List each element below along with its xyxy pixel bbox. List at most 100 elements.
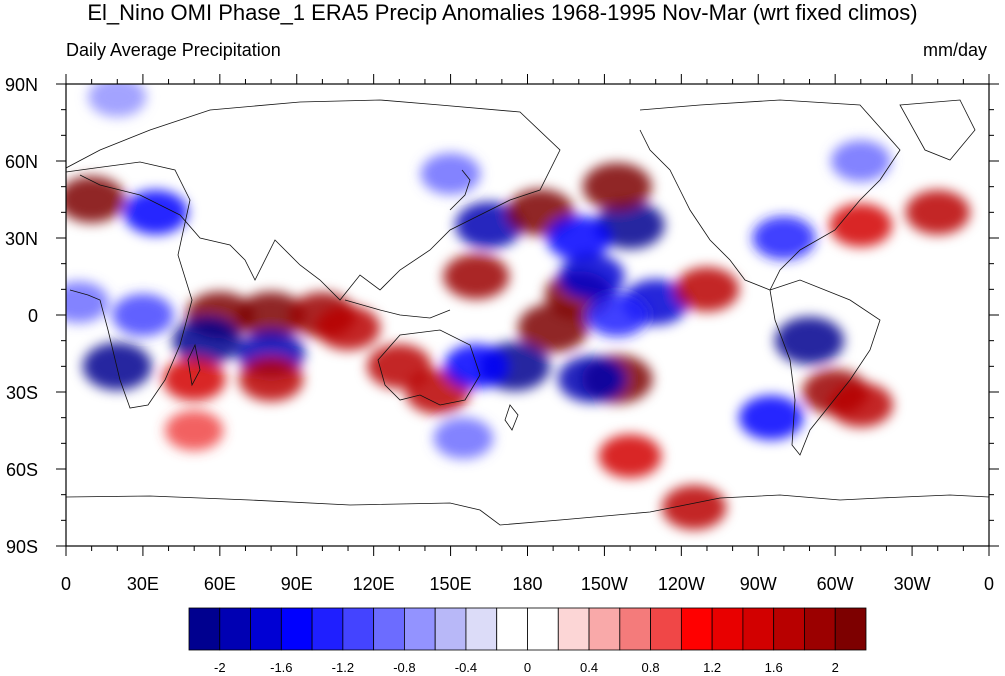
colorbar-tick-label: -0.8	[393, 660, 415, 675]
colorbar-tick-label: 2	[832, 660, 839, 675]
anomaly-cell	[112, 293, 174, 337]
madagascar-coast	[187, 343, 201, 387]
anomaly-cell	[82, 342, 152, 391]
lon-label: 120E	[353, 574, 395, 594]
japan-coast	[449, 169, 471, 211]
anomaly-cell	[546, 215, 612, 261]
south-america-coast	[769, 279, 881, 456]
lon-label: 60W	[817, 574, 854, 594]
lon-label: 0	[61, 574, 71, 594]
plot-title: El_Nino OMI Phase_1 ERA5 Precip Anomalie…	[87, 0, 918, 25]
colorbar-swatch	[373, 607, 405, 651]
units-label: mm/day	[922, 40, 987, 60]
lon-label: 150W	[581, 574, 628, 594]
colorbar-swatch	[711, 607, 744, 651]
colorbar-swatch	[557, 607, 590, 651]
colorbar-swatch	[742, 607, 775, 651]
colorbar-tick-label: 0.8	[642, 660, 660, 675]
greenland-coast	[899, 99, 976, 161]
latitude-labels: 90N 60N 30N 0 30S 60S 90S	[5, 75, 38, 557]
colorbar-swatch	[804, 607, 836, 651]
antarctica-coast	[66, 494, 989, 526]
anomaly-cell	[66, 281, 109, 323]
axis-ticks	[56, 74, 999, 556]
anomaly-cell	[674, 267, 740, 312]
lon-label: 90E	[281, 574, 313, 594]
colorbar-tick-label: 1.6	[765, 660, 783, 675]
colorbar-swatch	[773, 607, 805, 651]
lon-label: 0	[984, 574, 994, 594]
colorbar-swatch	[280, 607, 313, 651]
colorbar-labels: -2 -1.6 -1.2 -0.8 -0.4 0 0.4 0.8 1.2 1.6 2	[214, 660, 839, 675]
north-america-coast	[639, 99, 901, 291]
colorbar-tick-label: -1.2	[332, 660, 354, 675]
colorbar-swatch	[434, 607, 467, 651]
lon-label: 180	[512, 574, 542, 594]
anomaly-cell	[162, 357, 226, 401]
lon-label: 60E	[204, 574, 236, 594]
colorbar-tick-label: -2	[214, 660, 226, 675]
colorbar-swatch	[250, 607, 282, 651]
anomaly-cell	[598, 434, 662, 478]
colorbar-swatch	[619, 607, 651, 651]
anomaly-cell	[774, 316, 845, 365]
colorbar-swatch	[834, 607, 867, 651]
lon-label: 120W	[658, 574, 705, 594]
colorbar-tick-label: 1.2	[703, 660, 721, 675]
anomaly-cell	[738, 395, 804, 440]
lat-label: 0	[28, 306, 38, 326]
indonesia-coast	[344, 299, 451, 319]
anomaly-cell	[433, 417, 494, 459]
anomaly-cell	[557, 355, 626, 403]
anomaly-cell	[443, 344, 509, 389]
australia-coast	[377, 329, 481, 406]
coastlines	[66, 99, 989, 526]
colorbar-swatch	[650, 607, 682, 651]
anomaly-cell	[829, 203, 893, 247]
anomaly-cell	[165, 410, 224, 451]
lon-label: 30E	[127, 574, 159, 594]
colorbar	[188, 607, 867, 651]
anomaly-cell	[66, 176, 126, 223]
anomaly-cell	[238, 356, 304, 402]
colorbar-swatch	[188, 607, 221, 651]
lat-label: 60N	[5, 152, 38, 172]
anomaly-cell	[905, 190, 970, 235]
colorbar-swatch	[219, 607, 251, 651]
colorbar-swatch	[496, 607, 528, 651]
lon-label: 150E	[430, 574, 472, 594]
anomaly-cell	[455, 201, 523, 249]
anomaly-cell	[828, 382, 894, 428]
colorbar-tick-label: -0.4	[455, 660, 477, 675]
lat-label: 60S	[6, 460, 38, 480]
anomaly-cell	[661, 485, 727, 530]
anomaly-cell	[237, 291, 305, 339]
longitude-labels: 0 30E 60E 90E 120E 150E 180 150W 120W 90W 60W 30W 0	[61, 574, 994, 594]
colorbar-swatch	[680, 607, 713, 651]
lat-label: 90S	[6, 537, 38, 557]
anomaly-cell	[582, 162, 652, 211]
anomaly-field	[66, 84, 970, 530]
colorbar-swatch	[404, 607, 436, 651]
anomaly-cell	[420, 153, 481, 195]
colorbar-swatch	[311, 607, 344, 651]
anomaly-cell	[315, 305, 381, 351]
lat-label: 30N	[5, 229, 38, 249]
anomaly-cell	[172, 316, 242, 365]
new-zealand-coast	[504, 404, 519, 431]
anomaly-cell	[88, 84, 147, 117]
colorbar-tick-label: 0.4	[580, 660, 598, 675]
anomaly-cell	[595, 201, 665, 250]
lon-label: 30W	[894, 574, 931, 594]
colorbar-swatch	[527, 607, 559, 651]
colorbar-swatch	[342, 607, 375, 651]
anomaly-cell	[830, 140, 891, 182]
lat-label: 90N	[5, 75, 38, 95]
colorbar-swatch	[465, 607, 498, 651]
africa-coast	[66, 161, 193, 409]
colorbar-swatch	[588, 607, 621, 651]
anomaly-cell	[558, 253, 625, 300]
colorbar-tick-label: -1.6	[270, 660, 292, 675]
anomaly-cell	[443, 253, 510, 300]
eurasia-coast	[66, 99, 561, 301]
